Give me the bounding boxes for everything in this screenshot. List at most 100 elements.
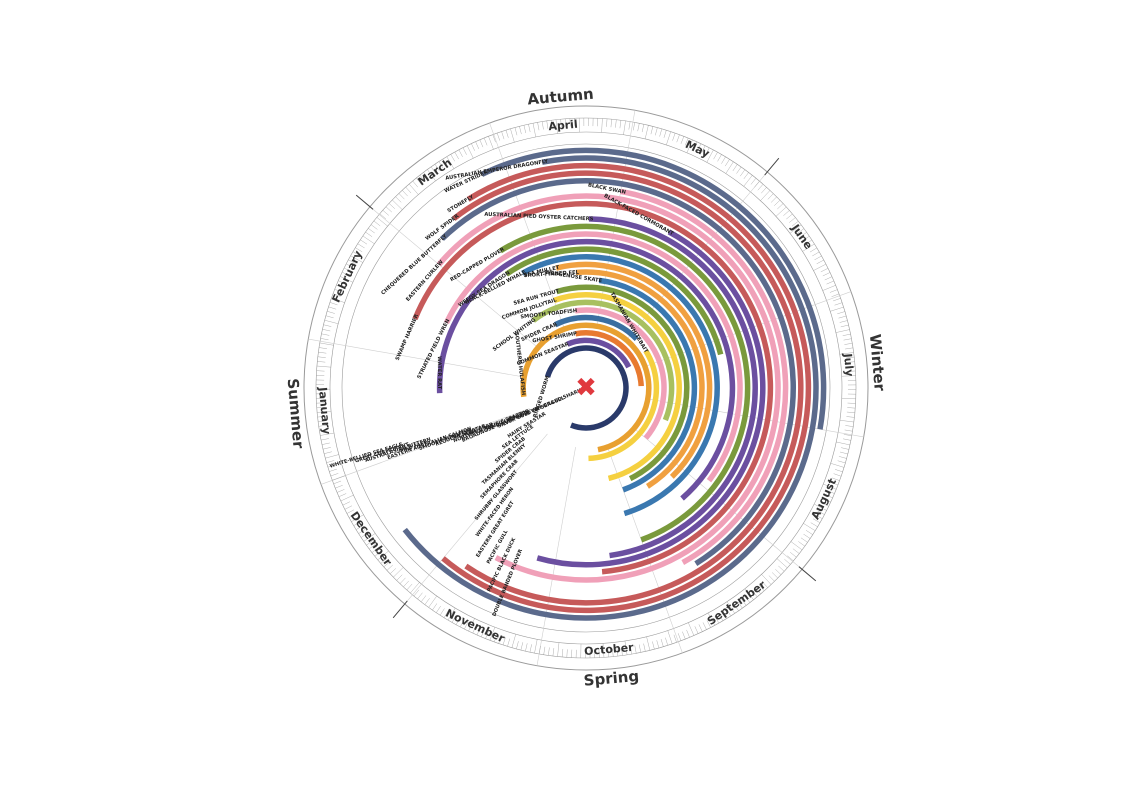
day-tick — [652, 641, 655, 650]
species-label: WATER RAT — [436, 356, 442, 390]
day-tick — [552, 648, 555, 656]
day-tick — [462, 147, 467, 155]
day-tick — [706, 620, 711, 628]
species-arc — [555, 261, 713, 479]
day-tick — [842, 333, 851, 336]
day-tick — [436, 605, 441, 613]
day-tick — [831, 293, 840, 297]
species-arc — [574, 307, 667, 440]
day-tick — [829, 289, 838, 293]
day-tick — [784, 559, 791, 565]
day-tick — [528, 124, 531, 133]
day-tick — [771, 572, 778, 579]
day-tick — [616, 648, 619, 657]
day-tick — [846, 361, 855, 363]
day-tick — [485, 631, 489, 639]
day-tick — [385, 206, 392, 213]
day-tick — [684, 138, 689, 146]
species-arc — [498, 223, 751, 543]
season-boundary — [764, 157, 780, 176]
day-tick — [344, 505, 353, 510]
day-tick — [805, 530, 813, 535]
day-tick — [820, 268, 829, 273]
day-tick — [721, 156, 726, 164]
day-tick — [754, 181, 760, 188]
day-tick — [633, 122, 635, 131]
day-tick — [410, 582, 420, 594]
species-arc — [402, 155, 819, 621]
day-tick — [672, 133, 676, 141]
day-tick — [316, 370, 325, 372]
day-tick — [460, 619, 465, 628]
day-tick — [541, 121, 544, 130]
day-tick — [332, 475, 346, 481]
species-arc — [553, 292, 682, 482]
day-tick — [789, 217, 796, 223]
day-tick — [346, 263, 354, 268]
day-tick — [402, 190, 408, 197]
day-tick — [405, 186, 412, 194]
day-tick — [483, 137, 488, 146]
day-tick — [834, 469, 843, 473]
day-tick — [762, 581, 768, 588]
month-label-april: April — [548, 118, 578, 134]
day-tick — [706, 149, 714, 163]
day-tick — [355, 247, 363, 252]
day-tick — [743, 172, 749, 179]
day-tick — [844, 343, 853, 345]
day-tick — [761, 574, 772, 585]
day-tick — [680, 136, 685, 144]
month-label-december: December — [348, 509, 395, 568]
day-tick — [783, 210, 790, 216]
day-tick — [498, 635, 502, 644]
day-tick — [325, 315, 334, 319]
day-tick — [656, 640, 660, 649]
day-tick — [344, 267, 352, 272]
species-arcs — [402, 147, 827, 621]
day-tick — [398, 193, 405, 200]
day-tick — [612, 648, 614, 657]
day-tick — [382, 210, 389, 216]
day-tick — [845, 425, 854, 427]
day-tick — [790, 541, 803, 551]
frame-ring — [329, 131, 843, 645]
species-arc — [574, 330, 644, 387]
day-tick — [824, 276, 833, 281]
day-tick — [705, 147, 710, 156]
day-tick — [328, 306, 337, 310]
day-tick — [827, 490, 835, 494]
day-tick — [468, 618, 475, 632]
day-tick — [548, 647, 550, 656]
day-tick — [702, 622, 707, 630]
day-tick — [809, 247, 817, 253]
day-tick — [637, 123, 640, 132]
day-tick — [320, 338, 329, 341]
day-tick — [799, 232, 807, 238]
month-divider — [369, 206, 541, 350]
day-tick — [406, 583, 413, 591]
day-tick — [688, 622, 695, 636]
day-tick — [371, 547, 379, 553]
day-tick — [725, 159, 730, 167]
day-tick — [717, 154, 722, 162]
day-tick — [619, 120, 622, 129]
day-tick — [329, 468, 337, 472]
day-tick — [325, 454, 339, 459]
day-tick — [791, 221, 799, 227]
day-tick — [319, 347, 327, 349]
day-tick — [386, 564, 393, 571]
day-tick — [434, 164, 440, 171]
day-tick — [732, 164, 738, 172]
day-tick — [802, 243, 815, 252]
day-tick — [789, 224, 802, 234]
day-tick — [543, 646, 546, 655]
day-tick — [666, 131, 671, 145]
day-tick — [630, 646, 632, 655]
season-label-autumn: Autumn — [527, 85, 595, 109]
day-tick — [321, 442, 330, 445]
species-arc — [531, 299, 675, 422]
day-tick — [408, 183, 419, 195]
day-tick — [560, 119, 562, 128]
day-tick — [777, 203, 784, 210]
